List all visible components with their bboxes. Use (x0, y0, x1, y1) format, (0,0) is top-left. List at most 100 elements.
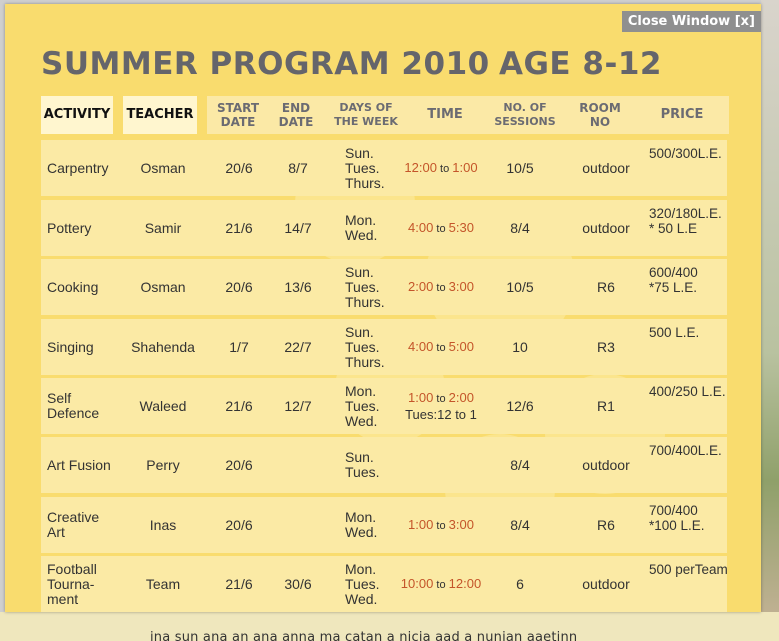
end-date-cell: 13/6 (284, 278, 312, 295)
time-from: 1:00 (408, 390, 434, 405)
room-cell: outdoor (582, 456, 630, 473)
time-from: 10:00 (400, 575, 434, 591)
age-range: AGE 8-12 (499, 46, 662, 82)
popup-window: Close Window [x] SUMMER PROGRAM 2010 AGE… (5, 4, 761, 612)
price-cell: 500 L.E. (649, 325, 700, 340)
header-days: DAYS OF THE WEEK (330, 96, 402, 134)
table-row: Football Tourna- ment Team 21/6 30/6 Mon. Tu… (41, 556, 728, 612)
time-to: 12:00 (448, 575, 482, 591)
header-sessions: NO. OF SESSIONS (489, 96, 561, 134)
table-row: Cooking Osman 20/6 13/6 Sun. Tues. Thurs. 10/… (41, 259, 727, 315)
sessions-cell: 8/4 (510, 516, 530, 533)
time-connector: to (433, 393, 449, 405)
sessions-cell: 8/4 (510, 456, 530, 473)
time-connector: to (433, 281, 449, 294)
close-window-button[interactable]: Close Window [x] (621, 11, 761, 32)
end-date-cell: 8/7 (288, 159, 308, 176)
teacher-cell: Osman (140, 278, 186, 295)
days-cell: Sun. Tues. Thurs. (345, 144, 385, 191)
activity-cell: Carpentry (47, 159, 109, 176)
background-page-edge (761, 0, 779, 641)
table-row: Self Defence Waleed 21/6 12/7 Mon. Tues. Wed… (41, 378, 727, 434)
room-cell: outdoor (582, 219, 630, 236)
start-date-cell: 20/6 (225, 159, 253, 176)
start-date-cell: 21/6 (225, 219, 253, 236)
price-cell: 320/180L.E. * 50 L.E (649, 206, 722, 236)
table-row: Pottery Samir 21/6 14/7 Mon. Wed. 8/4 outdoor 3… (41, 200, 727, 256)
days-cell: Sun. Tues. (345, 449, 380, 480)
time-to: 5:00 (448, 338, 474, 354)
activity-cell: Singing (47, 338, 94, 355)
time-connector: to (433, 578, 449, 591)
time-from: 4:00 (408, 338, 434, 354)
time-connector: to (433, 519, 449, 532)
days-cell: Mon. Tues. Wed. (345, 560, 380, 607)
header-end-date: END DATE (270, 96, 322, 134)
room-cell: R6 (597, 516, 615, 533)
teacher-cell: Perry (146, 456, 180, 473)
time-to: 3:00 (448, 516, 474, 532)
room-cell: R1 (597, 397, 615, 414)
end-date-cell: 14/7 (284, 219, 312, 236)
room-cell: R3 (597, 338, 615, 355)
time-cell: 1:00 to 2:00 Tues:12 to 1 (399, 378, 483, 434)
sessions-cell: 10/5 (506, 159, 534, 176)
time-cell: 2:00 to 3:00 (399, 259, 483, 315)
room-cell: outdoor (582, 159, 630, 176)
time-connector: to (433, 341, 449, 354)
activity-cell: Art Fusion (47, 456, 111, 473)
header-price: PRICE (645, 96, 719, 134)
time-to: 3:00 (448, 278, 474, 294)
days-cell: Mon. Wed. (345, 212, 378, 243)
time-cell: 4:00 to 5:30 (399, 200, 483, 256)
teacher-cell: Team (145, 575, 181, 592)
time-cell: 1:00 to 3:00 (399, 497, 483, 553)
start-date-cell: 1/7 (229, 338, 249, 355)
activity-cell: Football Tourna- ment (47, 560, 97, 607)
sessions-cell: 10/5 (506, 278, 534, 295)
start-date-cell: 20/6 (225, 516, 253, 533)
time-from: 1:00 (408, 516, 434, 532)
activity-cell: Self Defence (47, 390, 100, 421)
time-from: 4:00 (408, 219, 434, 235)
sessions-cell: 10 (512, 338, 528, 355)
table-row: Art Fusion Perry 20/6 Sun. Tues. 8/4 outdoor 7… (41, 437, 727, 493)
header-teacher: TEACHER (123, 96, 197, 134)
teacher-cell: Inas (149, 516, 177, 533)
header-time: TIME (413, 96, 477, 134)
time-from: 2:00 (408, 278, 434, 294)
activity-cell: Pottery (47, 219, 92, 236)
time-from: 12:00 (404, 159, 437, 175)
end-date-cell: 30/6 (284, 575, 312, 592)
page-title: SUMMER PROGRAM 2010 (41, 46, 490, 82)
teacher-cell: Samir (144, 219, 182, 236)
teacher-cell: Waleed (139, 397, 187, 414)
price-cell: 600/400 *75 L.E. (649, 265, 698, 295)
price-cell: 700/400L.E. (649, 443, 722, 458)
teacher-cell: Shahenda (131, 338, 195, 355)
room-cell: outdoor (582, 575, 630, 592)
sessions-cell: 8/4 (510, 219, 530, 236)
end-date-cell (273, 437, 323, 493)
price-cell: 500/300L.E. (649, 146, 722, 161)
activity-cell: Cooking (47, 278, 99, 295)
start-date-cell: 21/6 (225, 575, 253, 592)
header-start-date: START DATE (210, 96, 266, 134)
room-cell: R6 (597, 278, 615, 295)
teacher-cell: Osman (140, 159, 186, 176)
table-row: Singing Shahenda 1/7 22/7 Sun. Tues. Thurs. 1… (41, 319, 727, 375)
time-cell: 12:00 to 1:00 (399, 140, 483, 196)
table-row: Carpentry Osman 20/6 8/7 Sun. Tues. Thurs. 10… (41, 140, 727, 196)
time-connector: to (436, 162, 453, 175)
header-activity: ACTIVITY (41, 96, 113, 134)
activity-cell: Creative Art (47, 509, 100, 540)
sessions-cell: 6 (516, 575, 524, 592)
days-cell: Mon. Tues. Wed. (345, 382, 380, 429)
time-cell: 10:00 to 12:00 (399, 556, 483, 612)
days-cell: Sun. Tues. Thurs. (345, 323, 385, 370)
time-extra: Tues:12 to 1 (405, 407, 477, 422)
sessions-cell: 12/6 (506, 397, 534, 414)
end-date-cell (273, 497, 323, 553)
time-to: 5:30 (448, 219, 474, 235)
price-cell: 400/250 L.E. (649, 384, 726, 399)
